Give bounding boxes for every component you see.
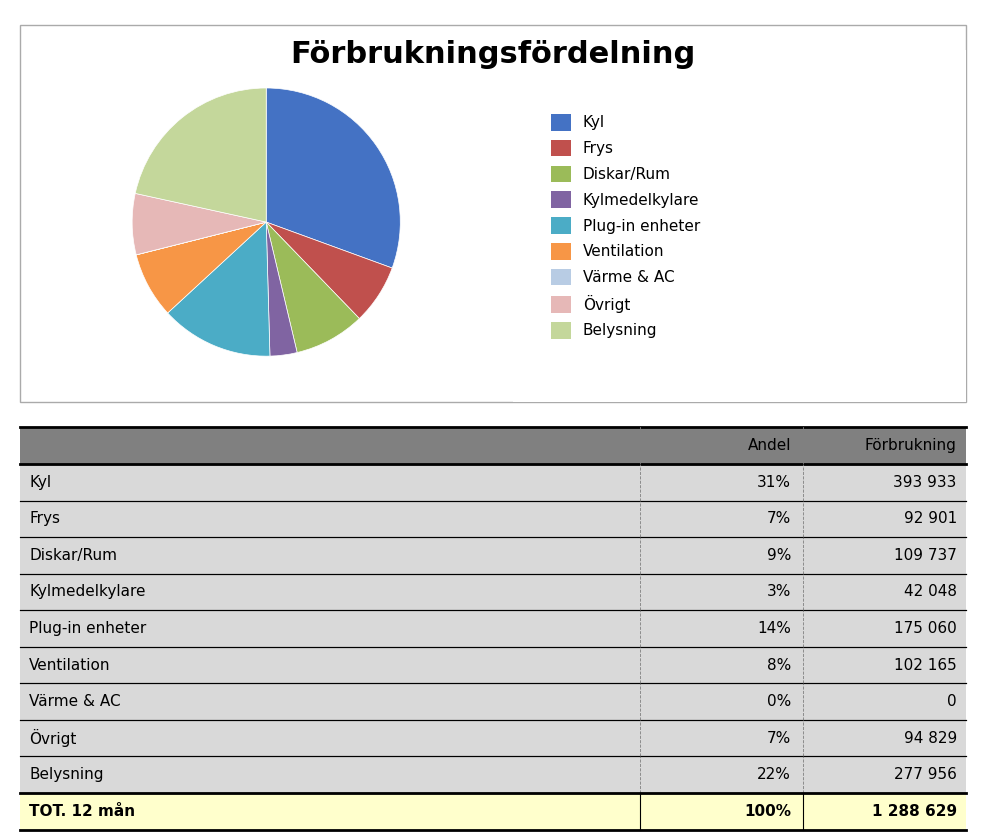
Text: Förbrukning: Förbrukning: [865, 438, 956, 453]
Text: Kyl: Kyl: [30, 475, 51, 489]
Bar: [20, 793, 966, 830]
Text: 9%: 9%: [767, 548, 791, 563]
Text: Frys: Frys: [30, 511, 60, 526]
Wedge shape: [168, 222, 270, 356]
Bar: [20, 757, 966, 793]
Text: 1 288 629: 1 288 629: [872, 804, 956, 819]
Text: TOT. 12 mån: TOT. 12 mån: [30, 804, 135, 819]
Wedge shape: [136, 222, 266, 255]
Wedge shape: [266, 222, 297, 356]
Text: 31%: 31%: [757, 475, 791, 489]
Wedge shape: [136, 222, 266, 313]
Text: 8%: 8%: [767, 658, 791, 673]
Text: 109 737: 109 737: [894, 548, 956, 563]
Text: 22%: 22%: [757, 768, 791, 782]
Wedge shape: [266, 222, 359, 353]
Text: 14%: 14%: [757, 621, 791, 636]
Text: Kylmedelkylare: Kylmedelkylare: [30, 584, 146, 599]
Wedge shape: [266, 222, 392, 318]
Text: Förbrukningsfördelning: Förbrukningsfördelning: [290, 40, 696, 69]
Text: 7%: 7%: [767, 511, 791, 526]
Bar: [20, 647, 966, 683]
Text: Ventilation: Ventilation: [30, 658, 110, 673]
Text: 0: 0: [948, 694, 956, 709]
Text: 175 060: 175 060: [894, 621, 956, 636]
Bar: [20, 574, 966, 610]
Wedge shape: [266, 88, 400, 268]
Bar: [20, 464, 966, 500]
Bar: [20, 610, 966, 647]
Text: 0%: 0%: [767, 694, 791, 709]
Legend: Kyl, Frys, Diskar/Rum, Kylmedelkylare, Plug-in enheter, Ventilation, Värme & AC,: Kyl, Frys, Diskar/Rum, Kylmedelkylare, P…: [543, 106, 708, 346]
Text: Diskar/Rum: Diskar/Rum: [30, 548, 117, 563]
Text: 42 048: 42 048: [904, 584, 956, 599]
Text: 92 901: 92 901: [903, 511, 956, 526]
Text: 3%: 3%: [767, 584, 791, 599]
Bar: [20, 427, 966, 464]
Text: Belysning: Belysning: [30, 768, 104, 782]
Bar: [20, 720, 966, 757]
Text: 94 829: 94 829: [903, 731, 956, 746]
Text: Plug-in enheter: Plug-in enheter: [30, 621, 147, 636]
Text: 7%: 7%: [767, 731, 791, 746]
Text: Övrigt: Övrigt: [30, 729, 77, 747]
Text: Värme & AC: Värme & AC: [30, 694, 121, 709]
Text: 100%: 100%: [744, 804, 791, 819]
Text: Andel: Andel: [747, 438, 791, 453]
Wedge shape: [135, 88, 266, 222]
Bar: [20, 537, 966, 574]
Bar: [20, 683, 966, 720]
Bar: [20, 500, 966, 537]
Text: 102 165: 102 165: [894, 658, 956, 673]
Text: 277 956: 277 956: [894, 768, 956, 782]
Wedge shape: [132, 194, 266, 255]
Text: 393 933: 393 933: [893, 475, 956, 489]
